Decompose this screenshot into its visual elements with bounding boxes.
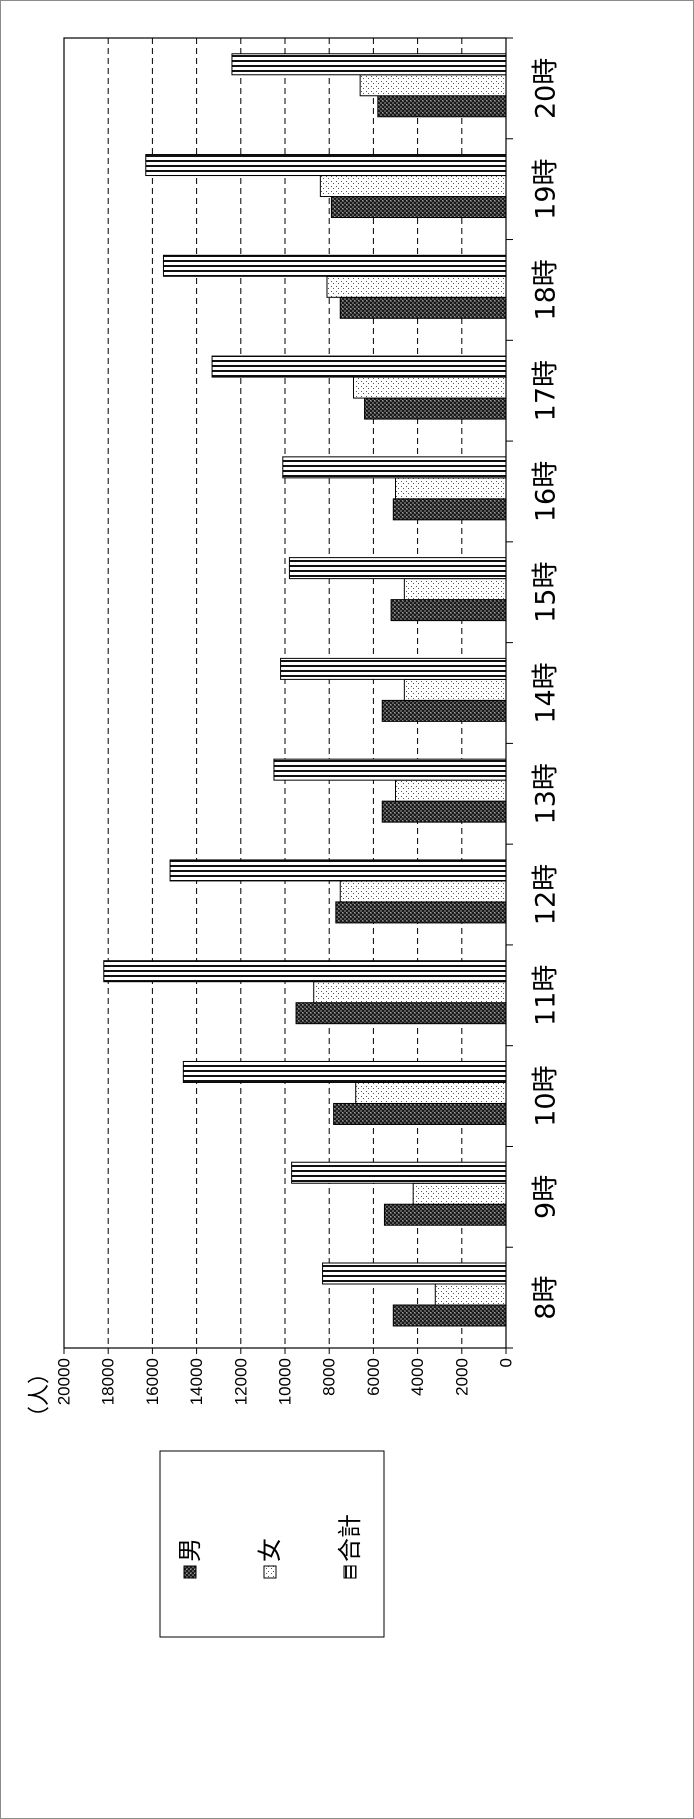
category-label: 13時 bbox=[531, 763, 562, 824]
value-tick-label: 6000 bbox=[364, 1358, 383, 1396]
bar-total-12 bbox=[231, 53, 507, 76]
category-label: 18時 bbox=[531, 259, 562, 320]
bar-male-10 bbox=[339, 296, 507, 319]
bar-male-3 bbox=[295, 1002, 507, 1025]
bar-male-0 bbox=[392, 1304, 507, 1327]
value-tick-label: 14000 bbox=[187, 1358, 206, 1405]
value-tick-label: 16000 bbox=[143, 1358, 162, 1405]
category-label: 8時 bbox=[531, 1276, 562, 1320]
value-tick-label: 2000 bbox=[452, 1358, 471, 1396]
value-tick-label: 4000 bbox=[408, 1358, 427, 1396]
legend: 男 女 合計 bbox=[159, 1450, 385, 1638]
legend-item-total: 合計 bbox=[336, 1514, 364, 1579]
category-label: 17時 bbox=[531, 360, 562, 421]
bar-female-9 bbox=[353, 376, 507, 399]
bar-female-3 bbox=[313, 981, 507, 1004]
bar-female-12 bbox=[359, 74, 507, 97]
legend-swatch-male bbox=[183, 1565, 197, 1579]
value-tick-label: 10000 bbox=[276, 1358, 295, 1405]
bar-total-0 bbox=[322, 1262, 507, 1285]
bar-male-9 bbox=[364, 397, 507, 420]
bar-female-8 bbox=[395, 477, 507, 500]
category-label: 12時 bbox=[531, 864, 562, 925]
category-label: 20時 bbox=[531, 58, 562, 119]
bar-male-6 bbox=[381, 699, 507, 722]
bar-female-5 bbox=[395, 779, 507, 802]
bar-female-1 bbox=[412, 1182, 507, 1205]
legend-box bbox=[159, 1450, 385, 1638]
bar-male-2 bbox=[333, 1102, 507, 1125]
category-label: 19時 bbox=[531, 158, 562, 219]
bar-total-3 bbox=[103, 960, 507, 983]
bar-male-12 bbox=[377, 95, 507, 118]
category-label: 11時 bbox=[531, 965, 562, 1026]
legend-label-total: 合計 bbox=[336, 1514, 364, 1562]
value-tick-label: 20000 bbox=[55, 1358, 74, 1405]
unit-label: （人） bbox=[28, 1362, 53, 1428]
legend-label-female: 女 bbox=[256, 1538, 284, 1562]
value-tick-label: 0 bbox=[497, 1358, 516, 1367]
legend-swatch-female bbox=[263, 1565, 277, 1579]
bar-male-7 bbox=[390, 599, 507, 622]
bar-male-1 bbox=[383, 1203, 507, 1226]
legend-item-female: 女 bbox=[256, 1538, 284, 1579]
axes bbox=[63, 37, 513, 1354]
bar-female-11 bbox=[319, 175, 507, 198]
bar-total-2 bbox=[182, 1060, 507, 1083]
category-label: 10時 bbox=[531, 1065, 562, 1126]
bar-female-0 bbox=[434, 1283, 507, 1306]
bar-total-11 bbox=[145, 154, 507, 177]
bar-male-4 bbox=[335, 901, 507, 924]
labels: 0 2000 4000 6000 8000 10000 12000 14000 16000 180… bbox=[28, 58, 562, 1428]
bar-total-8 bbox=[282, 456, 507, 479]
bar-male-8 bbox=[392, 498, 507, 521]
bar-female-4 bbox=[339, 880, 507, 903]
bar-male-5 bbox=[381, 800, 507, 823]
bar-total-5 bbox=[273, 758, 507, 781]
value-tick-label: 12000 bbox=[231, 1358, 250, 1405]
bar-female-7 bbox=[403, 578, 507, 601]
bar-female-6 bbox=[403, 678, 507, 701]
bar-female-10 bbox=[326, 275, 507, 298]
value-tick-label: 8000 bbox=[320, 1358, 339, 1396]
bar-total-1 bbox=[291, 1161, 507, 1184]
bar-male-11 bbox=[330, 196, 507, 219]
bar-total-9 bbox=[211, 355, 507, 378]
category-label: 9時 bbox=[531, 1175, 562, 1219]
bar-total-4 bbox=[169, 859, 507, 882]
bar-total-6 bbox=[280, 657, 507, 680]
category-label: 14時 bbox=[531, 662, 562, 723]
value-tick-label: 18000 bbox=[99, 1358, 118, 1405]
legend-swatch-total bbox=[343, 1565, 357, 1579]
bar-total-10 bbox=[162, 254, 507, 277]
bars bbox=[103, 53, 507, 1327]
legend-label-male: 男 bbox=[176, 1538, 204, 1562]
legend-item-male: 男 bbox=[176, 1538, 204, 1579]
bar-total-7 bbox=[288, 557, 507, 580]
category-label: 16時 bbox=[531, 461, 562, 522]
bar-female-2 bbox=[355, 1081, 507, 1104]
category-label: 15時 bbox=[531, 562, 562, 623]
